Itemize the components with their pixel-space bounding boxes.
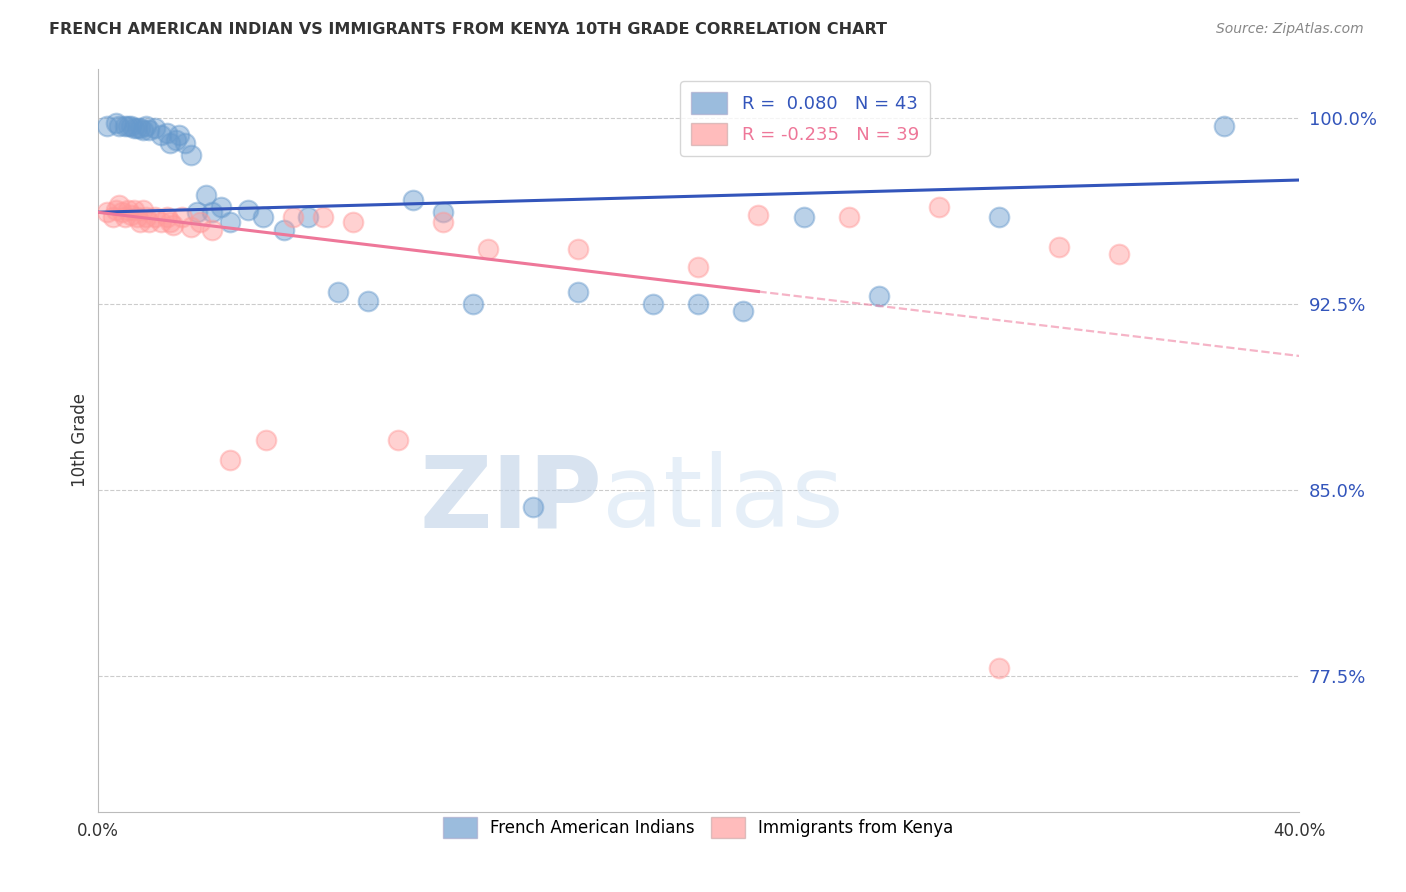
Point (357, 294, 380, 309)
Point (131, 123, 153, 137)
Point (114, 119, 136, 133)
Point (987, 210, 1010, 224)
Point (688, 297, 710, 311)
Point (101, 210, 124, 224)
Text: FRENCH AMERICAN INDIAN VS IMMIGRANTS FROM KENYA 10TH GRADE CORRELATION CHART: FRENCH AMERICAN INDIAN VS IMMIGRANTS FRO… (49, 22, 887, 37)
Point (252, 210, 274, 224)
Point (688, 260, 710, 274)
Point (209, 200, 232, 214)
Point (156, 210, 179, 224)
Point (387, 433, 409, 447)
Point (186, 205, 208, 219)
Point (326, 285, 349, 299)
Point (567, 243, 589, 257)
Point (128, 120, 150, 135)
Y-axis label: 10th Grade: 10th Grade (72, 393, 89, 487)
Point (643, 297, 665, 311)
Point (180, 148, 202, 162)
Point (170, 210, 193, 224)
Legend: French American Indians, Immigrants from Kenya: French American Indians, Immigrants from… (437, 811, 960, 845)
Point (138, 123, 160, 137)
Point (928, 200, 950, 214)
Point (120, 208, 142, 222)
Point (149, 215, 172, 229)
Point (122, 120, 145, 135)
Point (1213, 119, 1236, 133)
Point (165, 133, 187, 147)
Point (135, 210, 157, 224)
Point (110, 205, 132, 219)
Point (522, 500, 544, 514)
Point (104, 116, 127, 130)
Point (122, 202, 145, 217)
Point (201, 222, 224, 236)
Point (156, 126, 179, 140)
Point (201, 205, 224, 219)
Point (218, 215, 240, 229)
Point (143, 210, 166, 224)
Point (117, 202, 139, 217)
Point (793, 210, 815, 224)
Point (432, 215, 454, 229)
Point (273, 222, 295, 236)
Point (120, 119, 142, 133)
Point (461, 297, 484, 311)
Point (342, 215, 364, 229)
Point (159, 215, 181, 229)
Point (254, 433, 277, 447)
Point (159, 136, 181, 150)
Text: ZIP: ZIP (419, 451, 602, 549)
Point (138, 215, 160, 229)
Point (297, 210, 319, 224)
Point (128, 215, 150, 229)
Point (173, 136, 195, 150)
Point (1108, 247, 1130, 261)
Point (114, 210, 136, 224)
Point (838, 210, 860, 224)
Point (432, 205, 454, 219)
Point (218, 453, 240, 467)
Point (107, 119, 129, 133)
Point (131, 202, 153, 217)
Text: atlas: atlas (602, 451, 844, 549)
Point (162, 218, 184, 232)
Point (117, 119, 139, 133)
Point (868, 289, 890, 303)
Point (987, 661, 1010, 675)
Point (143, 120, 166, 135)
Point (125, 120, 148, 135)
Point (149, 128, 172, 143)
Point (281, 210, 304, 224)
Point (733, 304, 755, 318)
Point (1047, 240, 1070, 254)
Point (96, 119, 118, 133)
Point (125, 210, 148, 224)
Point (567, 285, 589, 299)
Point (312, 210, 335, 224)
Point (107, 198, 129, 212)
Point (167, 128, 190, 143)
Point (477, 243, 499, 257)
Point (96, 205, 118, 219)
Text: Source: ZipAtlas.com: Source: ZipAtlas.com (1216, 22, 1364, 37)
Point (135, 119, 157, 133)
Point (188, 215, 211, 229)
Point (104, 202, 127, 217)
Point (402, 193, 425, 207)
Point (236, 202, 259, 217)
Point (747, 208, 769, 222)
Point (180, 220, 202, 235)
Point (194, 187, 217, 202)
